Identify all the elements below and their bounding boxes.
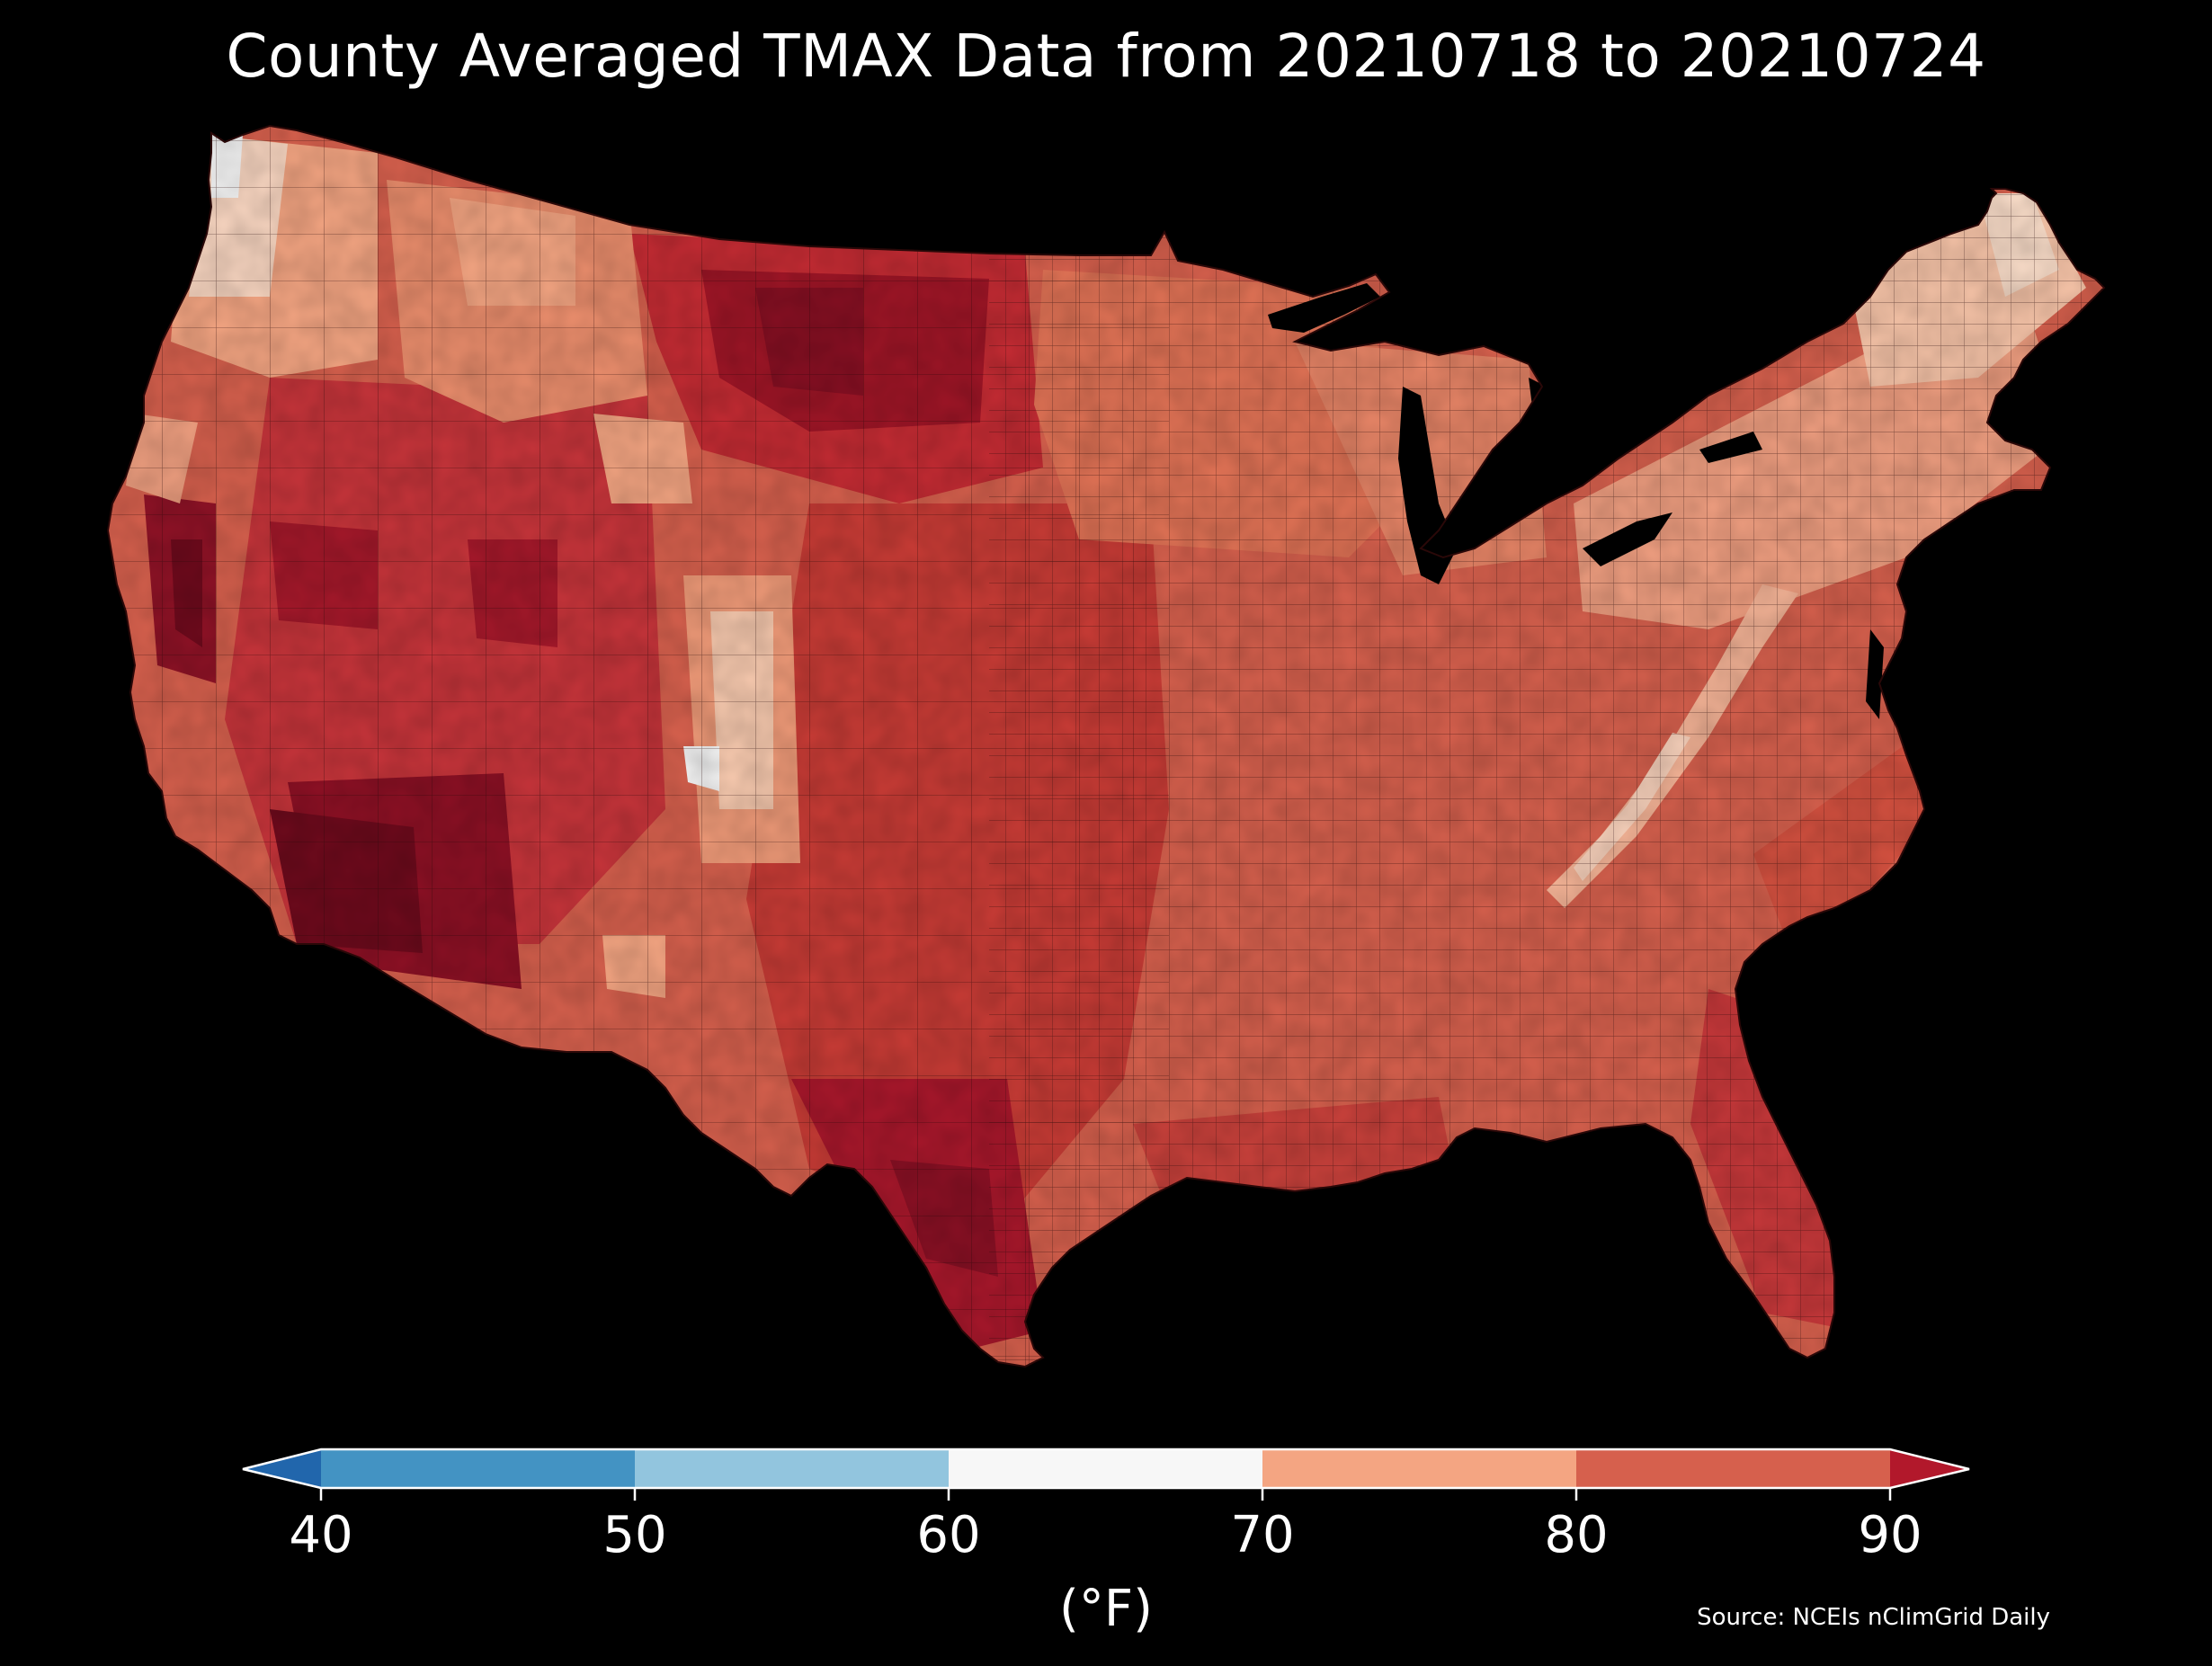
colorbar-tick-label: 70 xyxy=(1230,1506,1295,1564)
colorbar-extend-low xyxy=(243,1449,321,1488)
colorbar-tick-label: 40 xyxy=(289,1506,353,1564)
map-title: County Averaged TMAX Data from 20210718 … xyxy=(226,22,1986,91)
source-credit: Source: NCEIs nClimGrid Daily xyxy=(1697,1604,2050,1631)
colorbar-bin xyxy=(321,1449,636,1488)
lake-ontario xyxy=(1699,432,1762,463)
colorbar-units: (°F) xyxy=(1059,1580,1153,1638)
colorbar-extend-high xyxy=(1890,1449,1969,1488)
chesapeake-bay xyxy=(1866,629,1884,719)
lake-erie xyxy=(1583,512,1672,566)
lake-superior xyxy=(1268,283,1380,333)
lake-michigan xyxy=(1398,387,1457,584)
colorbar-bin xyxy=(949,1449,1263,1488)
great-lakes xyxy=(1268,283,1884,719)
colorbar-tick-label: 90 xyxy=(1858,1506,1922,1564)
colorbar-bin xyxy=(1262,1449,1577,1488)
colorbar-tick-label: 80 xyxy=(1544,1506,1609,1564)
colorbar-tick-label: 60 xyxy=(916,1506,981,1564)
colorbar-tick-label: 50 xyxy=(602,1506,667,1564)
colorbar-bin xyxy=(1576,1449,1891,1488)
colorbar-bin xyxy=(635,1449,950,1488)
lake-huron xyxy=(1529,378,1583,459)
